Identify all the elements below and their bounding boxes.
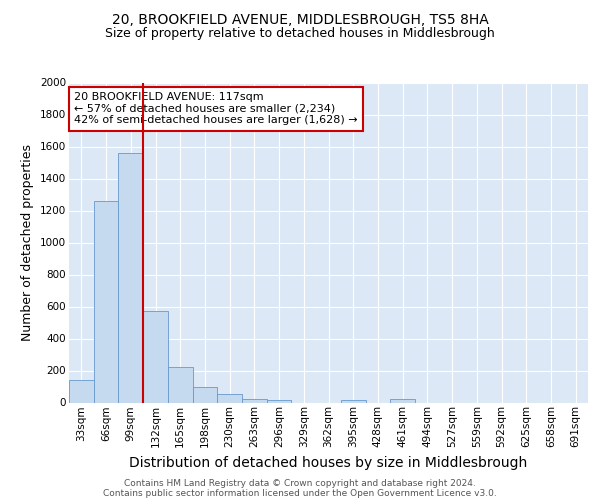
Bar xyxy=(390,400,415,402)
Bar xyxy=(242,398,267,402)
Bar xyxy=(193,386,217,402)
Bar xyxy=(69,380,94,402)
Bar xyxy=(217,394,242,402)
Text: 20, BROOKFIELD AVENUE, MIDDLESBROUGH, TS5 8HA: 20, BROOKFIELD AVENUE, MIDDLESBROUGH, TS… xyxy=(112,12,488,26)
X-axis label: Distribution of detached houses by size in Middlesbrough: Distribution of detached houses by size … xyxy=(130,456,527,469)
Bar xyxy=(143,312,168,402)
Text: Contains HM Land Registry data © Crown copyright and database right 2024.: Contains HM Land Registry data © Crown c… xyxy=(124,478,476,488)
Bar xyxy=(118,153,143,402)
Bar xyxy=(168,368,193,402)
Text: 20 BROOKFIELD AVENUE: 117sqm
← 57% of detached houses are smaller (2,234)
42% of: 20 BROOKFIELD AVENUE: 117sqm ← 57% of de… xyxy=(74,92,358,126)
Bar xyxy=(341,400,365,402)
Text: Size of property relative to detached houses in Middlesbrough: Size of property relative to detached ho… xyxy=(105,28,495,40)
Text: Contains public sector information licensed under the Open Government Licence v3: Contains public sector information licen… xyxy=(103,488,497,498)
Bar xyxy=(267,400,292,402)
Y-axis label: Number of detached properties: Number of detached properties xyxy=(22,144,34,341)
Bar xyxy=(94,201,118,402)
